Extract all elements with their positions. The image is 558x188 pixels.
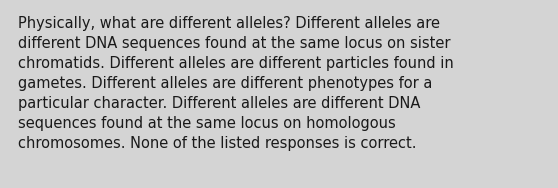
Text: Physically, what are different alleles? Different alleles are
different DNA sequ: Physically, what are different alleles? … [18,16,454,151]
